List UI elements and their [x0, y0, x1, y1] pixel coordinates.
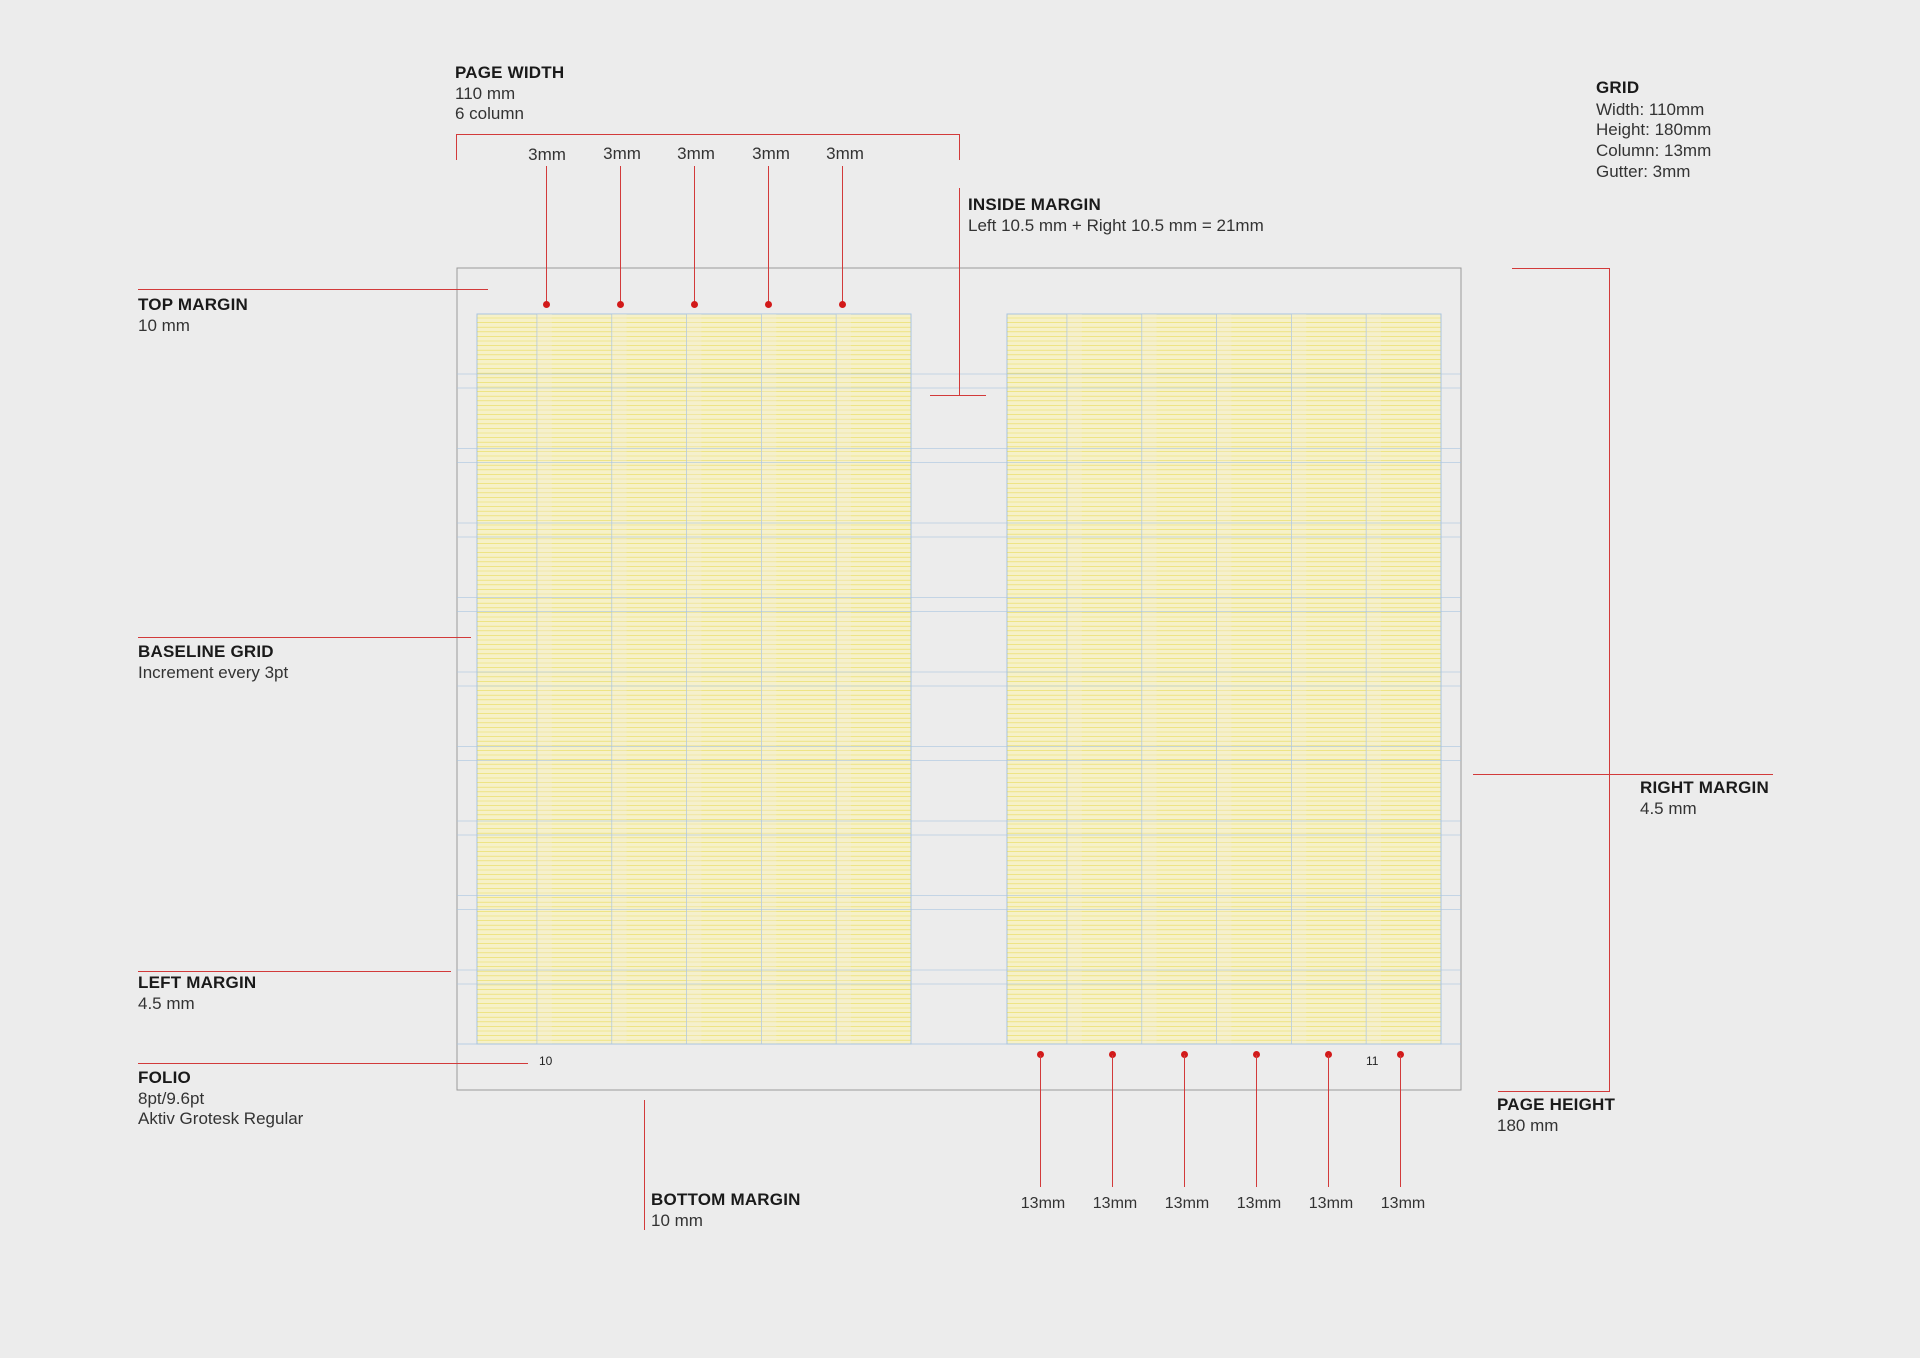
column-leader: [1328, 1055, 1329, 1187]
gutter-leader: [694, 166, 695, 304]
column-label: 13mm: [1164, 1195, 1210, 1212]
page-width-label: PAGE WIDTH 110 mm 6 column: [455, 63, 565, 124]
column-label: 13mm: [1380, 1195, 1426, 1212]
folio-right-number: 11: [1366, 1054, 1379, 1068]
folio-left-number: 10: [539, 1054, 553, 1068]
gutter-dot: [839, 301, 846, 308]
top-margin-leader: [138, 289, 488, 290]
gutter-label: 3mm: [826, 144, 864, 163]
bottom-margin-leader: [644, 1100, 645, 1230]
column-leader: [1184, 1055, 1185, 1187]
gutter-area: [1067, 314, 1082, 1044]
bottom-margin-label: BOTTOM MARGIN 10 mm: [651, 1190, 801, 1230]
page-height-bracket-top: [1512, 268, 1610, 269]
column-label: 13mm: [1308, 1195, 1354, 1212]
gutter-leader: [768, 166, 769, 304]
column-leader: [1256, 1055, 1257, 1187]
gutter-dot: [765, 301, 772, 308]
page-width-bracket: [456, 134, 960, 135]
page-height-label: PAGE HEIGHT 180 mm: [1497, 1095, 1616, 1135]
gutter-dot: [617, 301, 624, 308]
left-page-text-area: [476, 313, 912, 1045]
column-leader: [1112, 1055, 1113, 1187]
gutter-leader: [842, 166, 843, 304]
inside-margin-span: [930, 395, 986, 396]
column-dot: [1397, 1051, 1404, 1058]
gutter-area: [1141, 314, 1157, 1044]
gutter-area: [836, 314, 851, 1044]
folio-label: FOLIO 8pt/9.6pt Aktiv Grotesk Regular: [138, 1068, 304, 1129]
page-width-bracket-right: [959, 134, 960, 160]
gutter-area: [1291, 314, 1307, 1044]
gutter-area: [611, 314, 627, 1044]
column-dot: [1037, 1051, 1044, 1058]
column-label: 13mm: [1020, 1195, 1066, 1212]
right-margin-leader: [1473, 774, 1773, 775]
baseline-grid-leader: [138, 637, 471, 638]
gutter-label: 3mm: [677, 144, 715, 163]
gutter-leader: [620, 166, 621, 304]
column-dot: [1253, 1051, 1260, 1058]
folio-leader: [138, 1063, 528, 1064]
left-margin-label: LEFT MARGIN 4.5 mm: [138, 973, 257, 1013]
gutter-area: [1216, 314, 1232, 1044]
right-page-text-area: [1006, 313, 1442, 1045]
inside-margin-label: INSIDE MARGIN Left 10.5 mm + Right 10.5 …: [968, 195, 1264, 235]
column-label: 13mm: [1092, 1195, 1138, 1212]
column-leader: [1400, 1055, 1401, 1187]
left-margin-leader: [138, 971, 451, 972]
column-dot: [1325, 1051, 1332, 1058]
right-margin-label: RIGHT MARGIN 4.5 mm: [1640, 778, 1769, 818]
gutter-area: [686, 314, 702, 1044]
gutter-label: 3mm: [603, 144, 641, 163]
page-width-bracket-left: [456, 134, 457, 160]
inside-margin-leader: [959, 188, 960, 395]
baseline-grid-label: BASELINE GRID Increment every 3pt: [138, 642, 289, 682]
column-label: 13mm: [1236, 1195, 1282, 1212]
gutter-area: [761, 314, 777, 1044]
gutter-dot: [543, 301, 550, 308]
page-height-bracket-bottom: [1498, 1091, 1610, 1092]
gutter-area: [1366, 314, 1381, 1044]
top-margin-label: TOP MARGIN 10 mm: [138, 295, 248, 335]
grid-info-label: GRID Width: 110mm Height: 180mm Column: …: [1596, 78, 1712, 181]
page-height-bracket: [1609, 268, 1610, 1092]
gutter-label: 3mm: [528, 145, 566, 164]
column-dot: [1109, 1051, 1116, 1058]
gutter-label: 3mm: [752, 144, 790, 163]
column-leader: [1040, 1055, 1041, 1187]
gutter-dot: [691, 301, 698, 308]
gutter-area: [537, 314, 552, 1044]
gutter-leader: [546, 166, 547, 304]
column-dot: [1181, 1051, 1188, 1058]
